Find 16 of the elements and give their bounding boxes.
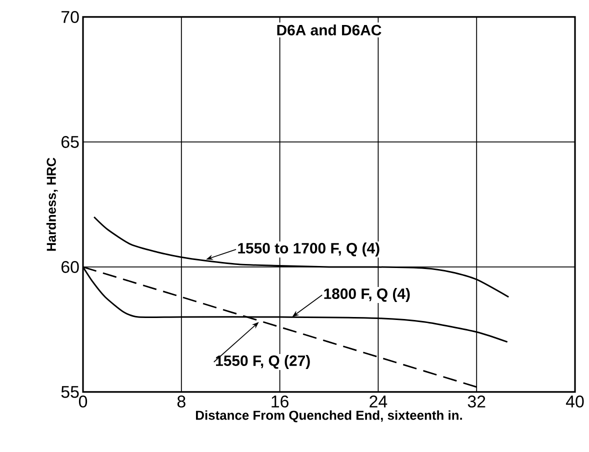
x-tick-label: 16 bbox=[272, 396, 288, 408]
x-tick-label: 40 bbox=[566, 396, 584, 408]
annotation: 1800 F, Q (4) bbox=[324, 288, 410, 302]
x-tick-label: 24 bbox=[370, 396, 388, 408]
y-tick-label: 65 bbox=[62, 136, 79, 148]
x-axis-title: Distance From Quenched End, sixteenth in. bbox=[196, 410, 462, 422]
annotation: 1550 to 1700 F, Q (4) bbox=[238, 242, 380, 256]
annotation: 1550 F, Q (27) bbox=[216, 355, 310, 369]
x-tick-label: 8 bbox=[177, 396, 186, 408]
y-axis-title: Hardness, HRC bbox=[46, 158, 58, 251]
y-tick-label: 55 bbox=[61, 386, 79, 398]
chart-title: D6A and D6AC bbox=[277, 24, 382, 36]
x-tick-label: 0 bbox=[78, 396, 88, 408]
y-tick-label: 60 bbox=[62, 260, 79, 273]
x-tick-label: 32 bbox=[468, 396, 486, 408]
y-tick-label: 70 bbox=[62, 10, 79, 23]
